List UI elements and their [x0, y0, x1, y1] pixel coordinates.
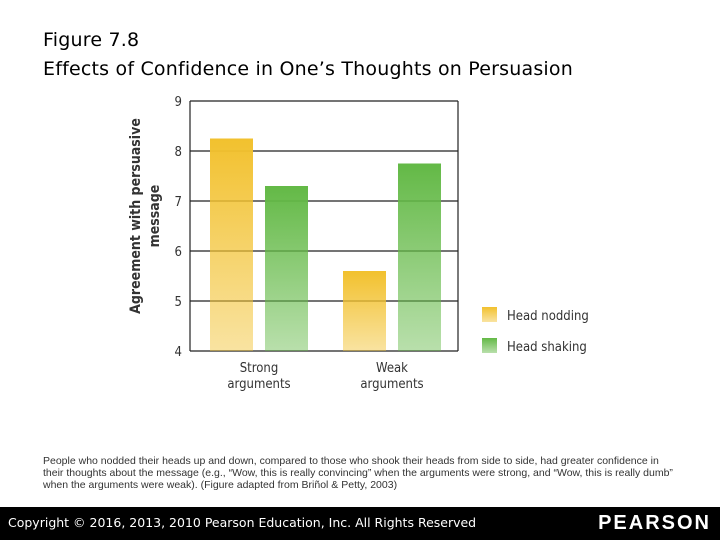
legend-label-1: Head shaking: [507, 340, 587, 355]
x-category-label: arguments: [360, 377, 423, 392]
pearson-logo: PEARSON: [598, 512, 711, 534]
bar-head-shaking-weak: [398, 163, 441, 351]
legend-swatch-0: [482, 307, 497, 322]
x-category-label: Strong: [240, 361, 279, 376]
bar-chart: 456789StrongargumentsWeakargumentsAgreem…: [128, 95, 589, 392]
x-category-label: Weak: [376, 361, 408, 376]
y-tick-label-5: 5: [175, 295, 182, 310]
figure-number: Figure 7.8: [43, 29, 140, 51]
legend-swatch-1: [482, 338, 497, 353]
y-tick-label-7: 7: [175, 195, 182, 210]
bar-head-nodding-strong: [210, 138, 253, 351]
figure-title-block: Figure 7.8 Effects of Confidence in One’…: [43, 26, 573, 84]
figure-caption: People who nodded their heads up and dow…: [43, 455, 673, 491]
y-axis-title: message: [147, 185, 163, 248]
legend-label-0: Head nodding: [507, 309, 589, 324]
y-tick-label-4: 4: [175, 345, 182, 360]
y-tick-label-6: 6: [175, 245, 182, 260]
y-axis-title: Agreement with persuasive: [128, 118, 144, 314]
y-tick-label-8: 8: [175, 145, 182, 160]
x-category-label: arguments: [227, 377, 290, 392]
bar-head-shaking-strong: [265, 186, 308, 351]
bar-head-nodding-weak: [343, 271, 386, 351]
copyright-notice: Copyright © 2016, 2013, 2010 Pearson Edu…: [8, 515, 477, 530]
footer-bar: Copyright © 2016, 2013, 2010 Pearson Edu…: [0, 507, 720, 540]
figure-title: Effects of Confidence in One’s Thoughts …: [43, 58, 573, 80]
y-tick-label-9: 9: [175, 95, 182, 110]
